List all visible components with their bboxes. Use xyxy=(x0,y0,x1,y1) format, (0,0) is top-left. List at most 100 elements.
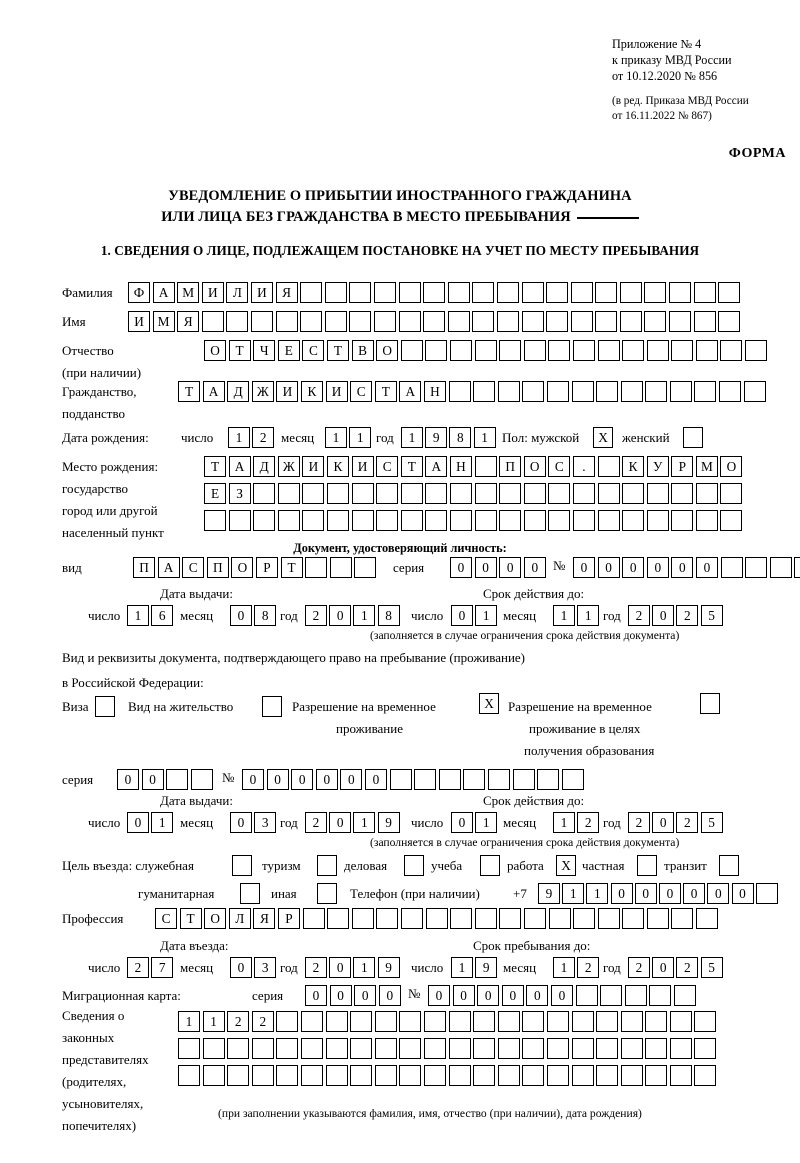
grid-cell[interactable]: 5 xyxy=(700,605,723,626)
grid-cell[interactable]: Т xyxy=(179,908,202,929)
grid-cell[interactable]: Ж xyxy=(277,456,300,477)
grid-cell[interactable]: 1 xyxy=(553,605,575,626)
grid-cell[interactable]: 0 xyxy=(695,557,718,578)
grid-cell[interactable] xyxy=(523,483,546,504)
grid-cell[interactable]: 0 xyxy=(329,812,352,833)
grid-cell[interactable] xyxy=(597,483,620,504)
grid-cell[interactable]: 1 xyxy=(151,812,174,833)
grid-cell[interactable] xyxy=(425,483,448,504)
grid-cell[interactable] xyxy=(277,483,300,504)
grid-cell[interactable]: 1 xyxy=(325,427,347,448)
grid-cell[interactable] xyxy=(572,510,595,531)
sex-female-checkbox[interactable] xyxy=(683,427,703,448)
grid-cell[interactable]: 1 xyxy=(562,883,585,904)
grid-cell[interactable]: 0 xyxy=(117,769,139,790)
grid-cell[interactable] xyxy=(512,769,535,790)
grid-cell[interactable] xyxy=(496,282,519,303)
grid-cell[interactable] xyxy=(644,311,667,332)
grid-cell[interactable] xyxy=(474,510,497,531)
grid-cell[interactable]: 0 xyxy=(364,769,387,790)
grid-cell[interactable] xyxy=(474,456,497,477)
grid-cell[interactable] xyxy=(695,483,718,504)
grid-cell[interactable]: О xyxy=(720,456,743,477)
grid-cell[interactable] xyxy=(595,282,618,303)
grid-cell[interactable] xyxy=(425,510,448,531)
grid-cell[interactable]: И xyxy=(276,381,299,402)
grid-cell[interactable]: О xyxy=(204,908,227,929)
grid-cell[interactable] xyxy=(275,311,298,332)
grid-cell[interactable] xyxy=(227,1038,250,1059)
grid-cell[interactable]: О xyxy=(376,340,399,361)
grid-cell[interactable] xyxy=(620,1011,643,1032)
purpose-business-checkbox[interactable] xyxy=(404,855,424,876)
grid-cell[interactable] xyxy=(620,1065,643,1086)
grid-cell[interactable] xyxy=(472,311,495,332)
purpose-other-checkbox[interactable] xyxy=(317,883,337,904)
grid-cell[interactable]: 9 xyxy=(377,812,400,833)
grid-cell[interactable]: А xyxy=(157,557,180,578)
grid-cell[interactable] xyxy=(228,510,251,531)
grid-cell[interactable]: 2 xyxy=(305,957,327,978)
grid-cell[interactable] xyxy=(350,1038,373,1059)
grid-cell[interactable]: 0 xyxy=(329,957,352,978)
grid-cell[interactable] xyxy=(499,340,522,361)
grid-cell[interactable] xyxy=(694,1011,717,1032)
grid-cell[interactable] xyxy=(597,510,620,531)
grid-cell[interactable] xyxy=(718,282,741,303)
grid-cell[interactable] xyxy=(398,311,421,332)
grid-cell[interactable] xyxy=(624,985,647,1006)
grid-cell[interactable] xyxy=(671,510,694,531)
grid-cell[interactable]: 0 xyxy=(634,883,657,904)
grid-cell[interactable]: 0 xyxy=(671,557,694,578)
grid-cell[interactable] xyxy=(325,1065,348,1086)
grid-cell[interactable] xyxy=(694,1038,717,1059)
grid-cell[interactable] xyxy=(438,769,461,790)
grid-cell[interactable]: 2 xyxy=(628,605,650,626)
grid-cell[interactable]: Н xyxy=(423,381,446,402)
grid-cell[interactable] xyxy=(423,1038,446,1059)
grid-cell[interactable] xyxy=(448,1038,471,1059)
grid-cell[interactable] xyxy=(695,510,718,531)
grid-cell[interactable]: А xyxy=(425,456,448,477)
grid-cell[interactable] xyxy=(449,340,472,361)
grid-cell[interactable] xyxy=(302,483,325,504)
grid-cell[interactable] xyxy=(718,311,741,332)
grid-cell[interactable] xyxy=(300,282,323,303)
grid-cell[interactable]: 2 xyxy=(676,957,699,978)
grid-cell[interactable] xyxy=(425,340,448,361)
grid-cell[interactable]: К xyxy=(300,381,323,402)
grid-cell[interactable] xyxy=(619,282,642,303)
grid-cell[interactable]: К xyxy=(326,456,349,477)
grid-cell[interactable] xyxy=(570,311,593,332)
grid-cell[interactable]: В xyxy=(351,340,374,361)
grid-cell[interactable]: З xyxy=(228,483,251,504)
purpose-humanitarian-checkbox[interactable] xyxy=(240,883,260,904)
grid-cell[interactable] xyxy=(373,282,396,303)
grid-cell[interactable] xyxy=(694,381,717,402)
grid-cell[interactable] xyxy=(226,311,249,332)
grid-cell[interactable] xyxy=(324,311,347,332)
grid-cell[interactable] xyxy=(596,381,619,402)
grid-cell[interactable]: 0 xyxy=(378,985,401,1006)
grid-cell[interactable] xyxy=(719,381,742,402)
visa-checkbox[interactable] xyxy=(95,696,115,717)
grid-cell[interactable] xyxy=(671,340,694,361)
grid-cell[interactable]: 1 xyxy=(353,605,376,626)
grid-cell[interactable]: 0 xyxy=(305,985,327,1006)
grid-cell[interactable]: 0 xyxy=(652,605,675,626)
